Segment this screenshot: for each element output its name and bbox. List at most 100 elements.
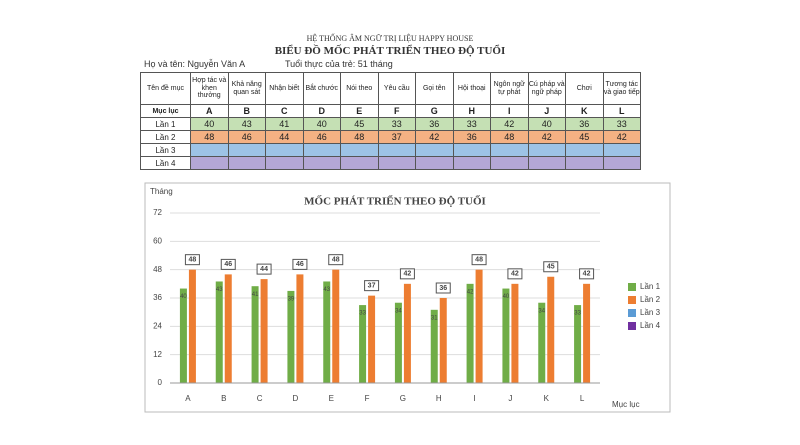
organization: HỆ THỐNG ÂM NGỮ TRỊ LIỆU HAPPY HOUSE bbox=[306, 34, 474, 43]
column-header: Chơi bbox=[566, 73, 604, 105]
legend-swatch bbox=[628, 283, 636, 291]
column-header: Hợp tác và khen thưởng bbox=[191, 73, 229, 105]
table-cell: 36 bbox=[416, 118, 454, 131]
column-code: E bbox=[341, 105, 379, 118]
bar bbox=[502, 288, 510, 383]
doc-title: BIỂU ĐỒ MỐC PHÁT TRIỂN THEO ĐỘ TUỔI bbox=[274, 45, 506, 57]
data-label: 34 bbox=[395, 308, 402, 314]
column-code: K bbox=[566, 105, 604, 118]
x-tick-label: K bbox=[544, 394, 550, 403]
x-tick-label: F bbox=[365, 394, 370, 403]
column-header: Bắt chước bbox=[303, 73, 341, 105]
bar bbox=[511, 283, 519, 383]
table-cell: 48 bbox=[341, 131, 379, 144]
data-label: 31 bbox=[431, 315, 438, 321]
bar bbox=[475, 269, 483, 383]
data-label: 46 bbox=[296, 261, 304, 268]
data-label: 43 bbox=[323, 287, 330, 293]
bar bbox=[323, 281, 331, 383]
table-cell: 42 bbox=[491, 118, 529, 131]
column-code: D bbox=[303, 105, 341, 118]
table-cell bbox=[491, 157, 529, 170]
x-tick-label: D bbox=[293, 394, 299, 403]
legend-label: Lần 1 bbox=[640, 282, 661, 291]
column-code: F bbox=[378, 105, 416, 118]
table: Tên đề mục Hợp tác và khen thưởng Khả năng… bbox=[140, 72, 641, 170]
corner-bottom: Mục lục bbox=[141, 105, 191, 118]
x-tick-label: L bbox=[580, 394, 585, 403]
bar bbox=[368, 295, 376, 383]
data-label: 41 bbox=[252, 292, 259, 298]
column-header: Gọi tên bbox=[416, 73, 454, 105]
data-label: 42 bbox=[511, 271, 519, 278]
column-header: Cú pháp và ngữ pháp bbox=[528, 73, 566, 105]
bar bbox=[538, 302, 546, 383]
bar bbox=[188, 269, 196, 383]
bar bbox=[287, 290, 295, 383]
data-label: 34 bbox=[538, 308, 545, 314]
table-cell: 43 bbox=[228, 118, 266, 131]
bar bbox=[296, 274, 304, 383]
table-cell: 36 bbox=[566, 118, 604, 131]
bar bbox=[332, 269, 340, 383]
bar bbox=[574, 305, 582, 383]
data-label: 48 bbox=[475, 257, 483, 264]
data-label: 45 bbox=[547, 264, 555, 271]
data-label: 39 bbox=[288, 296, 295, 302]
bar bbox=[439, 298, 447, 383]
bar bbox=[394, 302, 402, 383]
table-cell bbox=[603, 144, 641, 157]
bar bbox=[466, 283, 474, 383]
table-cell bbox=[566, 157, 604, 170]
data-label: 46 bbox=[224, 261, 232, 268]
table-cell: 33 bbox=[378, 118, 416, 131]
y-tick-label: 36 bbox=[153, 293, 162, 302]
legend-swatch bbox=[628, 322, 636, 330]
bar bbox=[547, 276, 555, 383]
table-cell: 46 bbox=[228, 131, 266, 144]
table-cell: 42 bbox=[416, 131, 454, 144]
column-code: H bbox=[453, 105, 491, 118]
column-code: B bbox=[228, 105, 266, 118]
table-cell: 45 bbox=[341, 118, 379, 131]
table-cell bbox=[303, 157, 341, 170]
column-code: J bbox=[528, 105, 566, 118]
legend-label: Lần 4 bbox=[640, 321, 661, 330]
bar bbox=[430, 309, 438, 383]
data-label: 40 bbox=[180, 294, 187, 300]
data-label-box bbox=[292, 258, 308, 270]
table-cell: 40 bbox=[303, 118, 341, 131]
data-label-box bbox=[328, 254, 344, 266]
bar bbox=[583, 283, 591, 383]
legend-label: Lần 3 bbox=[640, 308, 661, 317]
column-code: L bbox=[603, 105, 641, 118]
column-header: Khả năng quan sát bbox=[228, 73, 266, 105]
x-tick-label: C bbox=[257, 394, 263, 403]
data-label: 37 bbox=[368, 282, 376, 289]
column-code: I bbox=[491, 105, 529, 118]
table-cell: 40 bbox=[191, 118, 229, 131]
column-header: Nói theo bbox=[341, 73, 379, 105]
table-cell bbox=[453, 144, 491, 157]
table-cell bbox=[378, 157, 416, 170]
data-label-box bbox=[364, 280, 380, 292]
table-cell bbox=[491, 144, 529, 157]
table-cell bbox=[191, 157, 229, 170]
x-tick-label: J bbox=[508, 394, 512, 403]
table-cell: 41 bbox=[266, 118, 304, 131]
data-label-box bbox=[184, 254, 200, 266]
data-label: 48 bbox=[332, 257, 340, 264]
table-cell: 33 bbox=[603, 118, 641, 131]
table-cell bbox=[341, 157, 379, 170]
y-tick-label: 24 bbox=[153, 321, 162, 330]
data-label-box bbox=[507, 268, 523, 280]
data-label: 36 bbox=[439, 285, 447, 292]
y-tick-label: 12 bbox=[153, 350, 162, 359]
bar bbox=[260, 279, 268, 383]
table-cell: 33 bbox=[453, 118, 491, 131]
row-label: Lần 4 bbox=[141, 157, 191, 170]
data-label-box bbox=[399, 268, 415, 280]
data-label-box bbox=[543, 261, 559, 273]
table-cell bbox=[303, 144, 341, 157]
bar bbox=[224, 274, 232, 383]
